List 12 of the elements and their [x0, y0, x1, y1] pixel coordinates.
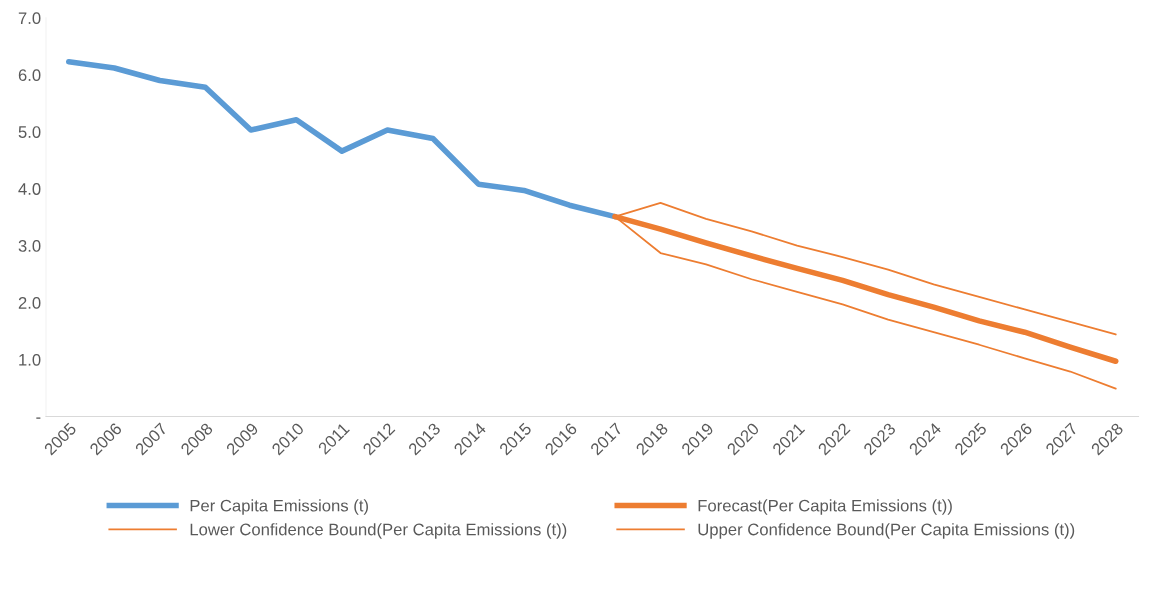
y-tick-label: 6.0: [18, 69, 41, 81]
y-tick-label: 3.0: [18, 240, 41, 252]
legend-label: Forecast(Per Capita Emissions (t)): [698, 499, 952, 515]
y-tick-label: 1.0: [19, 353, 41, 366]
legend-label: Upper Confidence Bound(Per Capita Emissions (t)): [698, 523, 1075, 539]
legend-label: Per Capita Emissions (t): [190, 499, 368, 515]
y-tick-label: 2.0: [18, 297, 41, 309]
legend-label: Lower Confidence Bound(Per Capita Emissions (t)): [190, 523, 567, 539]
y-tick-label: 4.0: [18, 183, 41, 195]
y-tick-label: 7.0: [18, 12, 41, 25]
y-tick-label: 5.0: [18, 126, 41, 138]
y-tick-label: -: [36, 417, 41, 419]
